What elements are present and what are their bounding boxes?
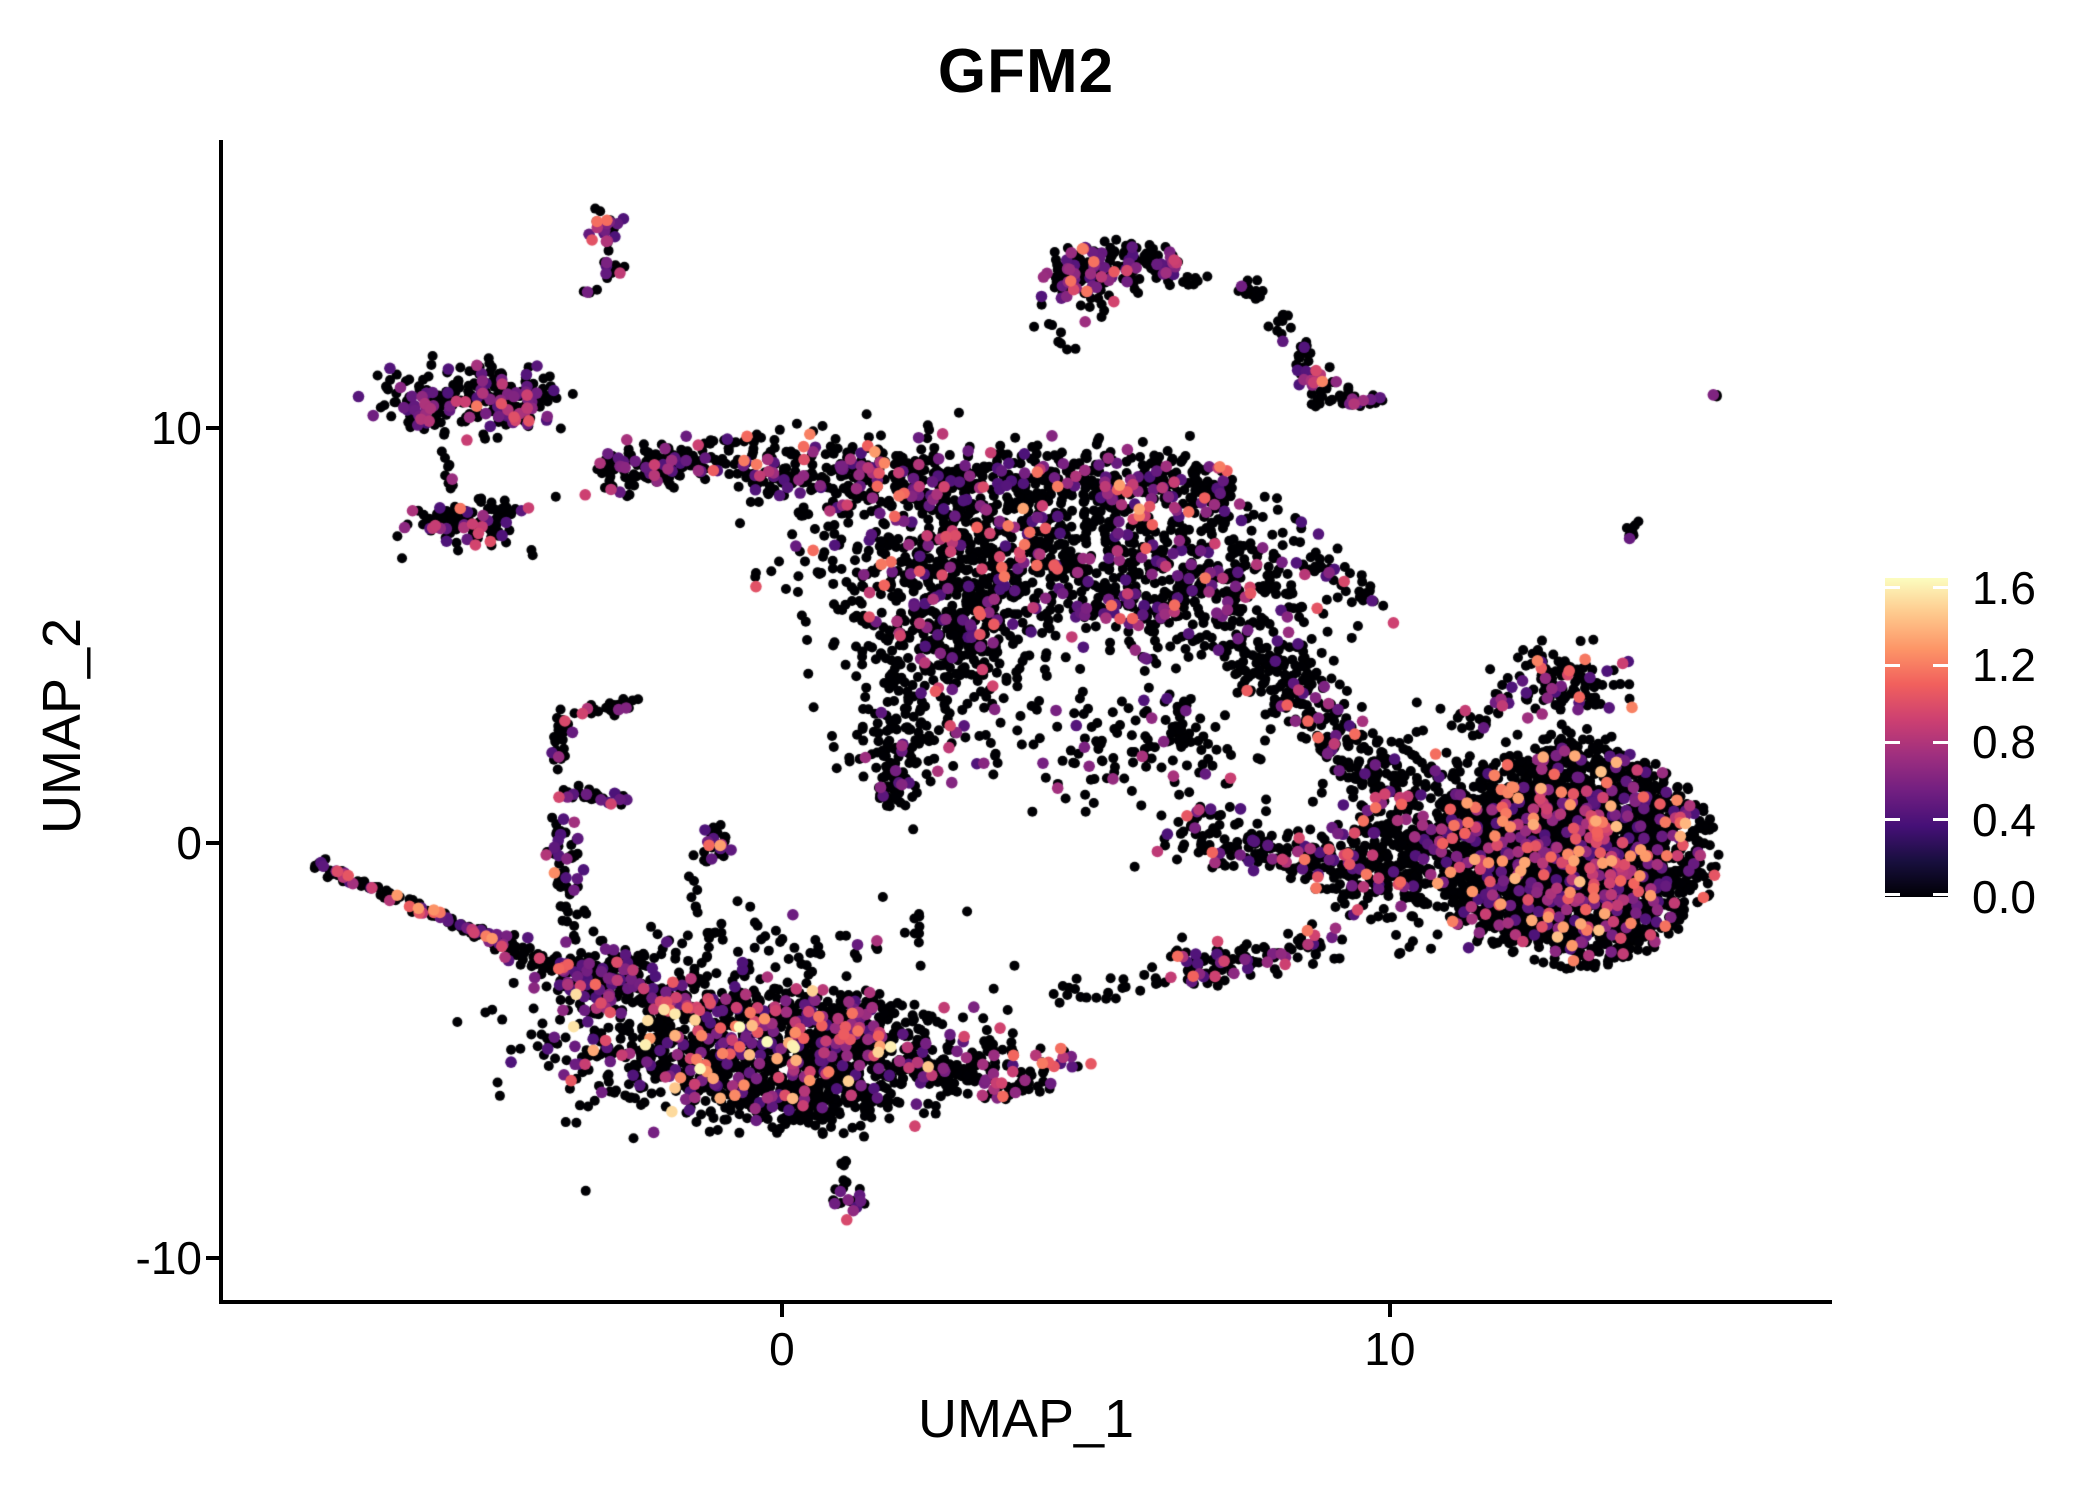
- colorbar-label-0.0: 0.0: [1972, 871, 2036, 923]
- y-tick-mark: [206, 1256, 219, 1260]
- colorbar-label-1.6: 1.6: [1972, 561, 2036, 614]
- colorbar-tick: [1933, 586, 1948, 590]
- colorbar-tick: [1885, 893, 1900, 896]
- y-axis-title: UMAP_2: [32, 617, 92, 835]
- x-axis-title: UMAP_1: [917, 1389, 1135, 1449]
- y-tick-mark: [206, 840, 219, 845]
- y-tick-label-10: 10: [150, 401, 202, 454]
- x-tick-mark: [779, 1304, 784, 1317]
- colorbar-tick: [1885, 586, 1900, 590]
- x-axis-line: [219, 1300, 1832, 1304]
- expression-colorbar: [1885, 578, 1948, 897]
- colorbar-tick: [1933, 818, 1948, 822]
- chart-title: GFM2: [937, 37, 1115, 106]
- y-tick-label-0: 0: [176, 816, 202, 869]
- colorbar-tick: [1933, 893, 1948, 896]
- y-tick-mark: [206, 425, 219, 430]
- colorbar-label-0.8: 0.8: [1972, 716, 2036, 769]
- x-tick-label-10: 10: [1364, 1323, 1416, 1375]
- colorbar-tick: [1885, 740, 1900, 744]
- y-tick-label-neg10: -10: [135, 1232, 202, 1284]
- colorbar-label-1.2: 1.2: [1972, 639, 2036, 691]
- x-tick-mark: [1387, 1304, 1392, 1317]
- y-axis-line: [219, 140, 223, 1304]
- colorbar-tick: [1933, 740, 1948, 744]
- colorbar-tick: [1885, 818, 1900, 822]
- x-tick-label-0: 0: [769, 1323, 795, 1375]
- colorbar-tick: [1933, 663, 1948, 667]
- colorbar-label-0.4: 0.4: [1972, 793, 2036, 846]
- colorbar-tick: [1885, 663, 1900, 667]
